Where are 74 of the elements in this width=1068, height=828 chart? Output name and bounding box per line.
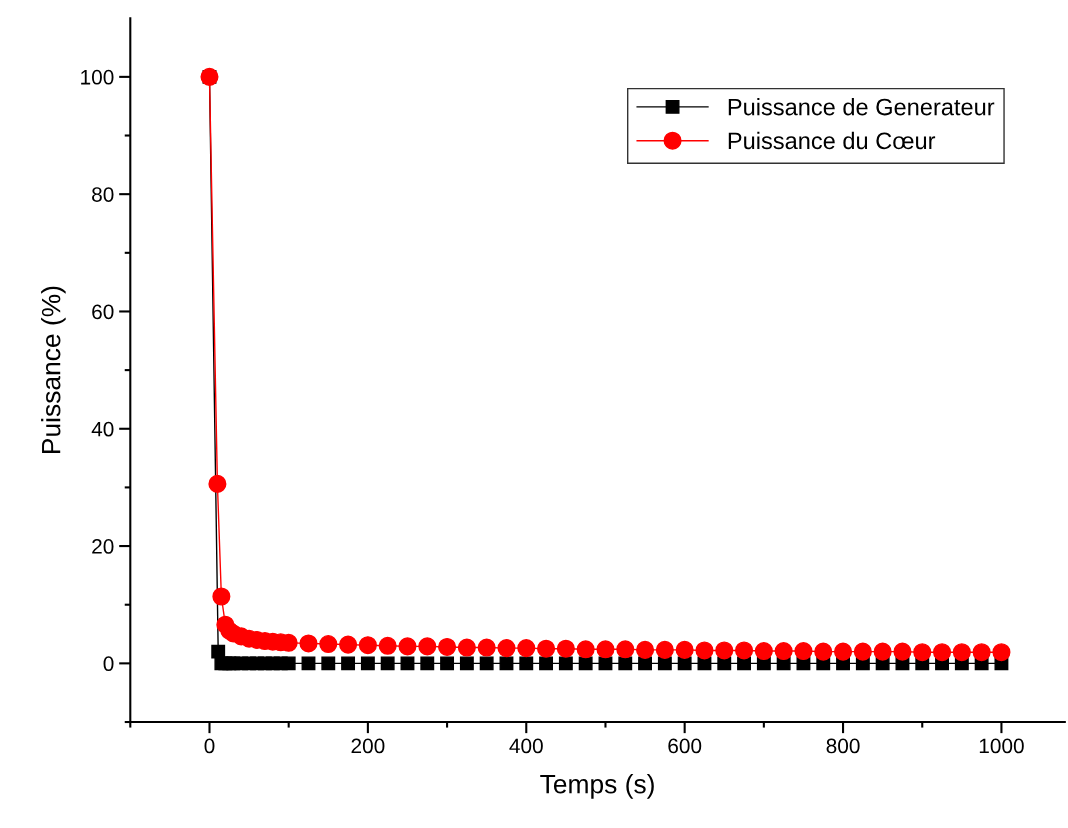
y-tick-label: 40	[91, 421, 114, 437]
y-axis-title: Puissance (%)	[41, 286, 66, 454]
point	[519, 656, 534, 671]
point	[319, 634, 338, 654]
point	[774, 642, 793, 661]
point	[992, 643, 1011, 662]
point	[636, 640, 655, 659]
point	[913, 643, 932, 662]
point	[657, 656, 672, 671]
point	[638, 656, 653, 671]
point	[281, 656, 296, 671]
x-tick-label: 600	[668, 738, 702, 754]
y-tick-label: 0	[103, 656, 114, 672]
point	[556, 639, 575, 658]
x-axis-title: Temps (s)	[540, 774, 654, 799]
point	[358, 636, 377, 655]
point	[378, 636, 397, 655]
point	[321, 656, 336, 671]
point	[477, 638, 496, 657]
point	[420, 656, 435, 671]
point	[479, 656, 494, 671]
point	[695, 641, 714, 660]
point	[754, 642, 773, 661]
y-tick-label: 20	[92, 539, 114, 554]
point	[537, 639, 556, 658]
point	[933, 643, 952, 662]
point	[735, 641, 754, 660]
point	[301, 656, 316, 671]
point	[578, 656, 593, 671]
point	[440, 656, 455, 671]
legend-label: Puissance de Generateur	[728, 98, 995, 116]
point	[616, 640, 635, 659]
x-tick-label: 0	[204, 738, 215, 754]
point	[558, 656, 573, 671]
point	[341, 656, 356, 671]
point	[655, 640, 674, 659]
point	[418, 637, 437, 656]
point	[814, 642, 833, 661]
point	[459, 656, 474, 671]
point	[873, 642, 892, 661]
x-tick-label: 200	[351, 738, 385, 754]
point	[208, 474, 227, 493]
point	[339, 635, 358, 654]
y-tick-label: 100	[81, 69, 114, 85]
point	[952, 643, 971, 662]
point	[212, 587, 231, 606]
y-tick-label: 60	[92, 304, 114, 320]
point	[398, 637, 417, 656]
point	[853, 642, 872, 661]
point	[539, 656, 554, 671]
point	[675, 640, 694, 659]
x-tick-label: 800	[826, 738, 860, 754]
point	[834, 642, 853, 661]
point	[438, 637, 457, 656]
point	[576, 640, 595, 659]
point	[299, 634, 318, 653]
point	[517, 639, 536, 658]
point	[596, 640, 615, 659]
point	[360, 656, 375, 671]
point	[400, 656, 415, 671]
point	[715, 641, 734, 660]
y-tick-label: 80	[92, 187, 114, 202]
point	[499, 656, 514, 671]
point	[794, 642, 813, 661]
point	[893, 642, 912, 661]
point	[677, 656, 692, 671]
x-tick-label: 1000	[979, 738, 1024, 754]
point	[380, 656, 395, 671]
point	[972, 643, 991, 662]
point	[497, 639, 516, 658]
x-tick-label: 400	[509, 738, 543, 754]
point	[457, 638, 476, 657]
legend-label: Puissance du Cœur	[728, 131, 936, 150]
point	[618, 656, 633, 671]
